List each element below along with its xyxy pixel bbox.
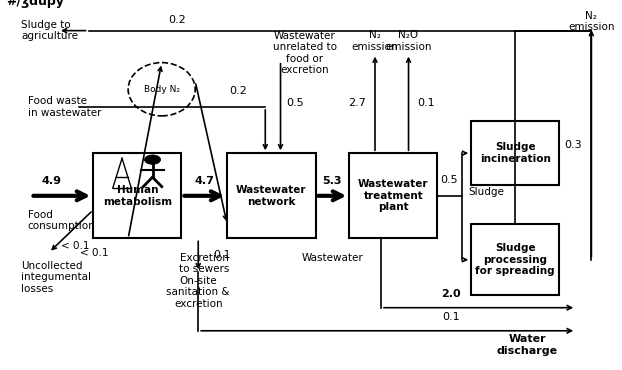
Text: 2.0: 2.0 <box>442 289 461 299</box>
Text: 0.1: 0.1 <box>418 98 435 108</box>
Text: 0.2: 0.2 <box>229 86 247 96</box>
Text: Human
metabolism: Human metabolism <box>103 185 172 206</box>
Text: Water
discharge: Water discharge <box>497 334 558 356</box>
Text: Excretion
to sewers: Excretion to sewers <box>179 253 230 274</box>
Text: 4.9: 4.9 <box>42 176 62 186</box>
Text: 4.7: 4.7 <box>195 176 214 186</box>
FancyBboxPatch shape <box>227 153 315 238</box>
Text: N₂
emission: N₂ emission <box>568 11 615 33</box>
FancyBboxPatch shape <box>471 121 559 185</box>
Text: Sludge to
agriculture: Sludge to agriculture <box>21 20 78 41</box>
Text: 0.1: 0.1 <box>442 312 460 322</box>
Text: < 0.1: < 0.1 <box>61 240 90 250</box>
Text: N₂
emission: N₂ emission <box>352 30 398 52</box>
Text: 2.7: 2.7 <box>348 98 366 108</box>
Text: Sludge
incineration: Sludge incineration <box>480 142 550 164</box>
Text: 0.1: 0.1 <box>213 250 231 260</box>
Text: Body N₂: Body N₂ <box>144 85 180 94</box>
Text: Uncollected
integumental
losses: Uncollected integumental losses <box>21 261 91 294</box>
Circle shape <box>144 155 160 164</box>
Text: Wastewater
unrelated to
food or
excretion: Wastewater unrelated to food or excretio… <box>273 31 337 75</box>
FancyBboxPatch shape <box>471 224 559 295</box>
Text: Sludge
processing
for spreading: Sludge processing for spreading <box>475 243 555 276</box>
Text: Wastewater
treatment
plant: Wastewater treatment plant <box>358 179 429 212</box>
Text: 0.5: 0.5 <box>287 98 304 108</box>
Text: 0.3: 0.3 <box>565 140 582 150</box>
Text: N₂O
emission: N₂O emission <box>385 30 432 52</box>
Text: 0.5: 0.5 <box>440 175 458 185</box>
Text: Food
consumption: Food consumption <box>27 210 95 232</box>
Text: #/ʒdupy: #/ʒdupy <box>6 0 64 7</box>
FancyBboxPatch shape <box>93 153 182 238</box>
Text: Sludge: Sludge <box>468 187 504 197</box>
Text: On-site
sanitation &
excretion: On-site sanitation & excretion <box>167 276 230 309</box>
FancyBboxPatch shape <box>349 153 437 238</box>
Text: Food waste
in wastewater: Food waste in wastewater <box>27 96 101 118</box>
Text: 0.2: 0.2 <box>168 15 186 25</box>
Text: Wastewater
network: Wastewater network <box>236 185 307 206</box>
Text: < 0.1: < 0.1 <box>80 248 109 258</box>
Ellipse shape <box>128 63 195 116</box>
Text: Wastewater: Wastewater <box>302 253 363 263</box>
Text: 5.3: 5.3 <box>323 176 342 186</box>
